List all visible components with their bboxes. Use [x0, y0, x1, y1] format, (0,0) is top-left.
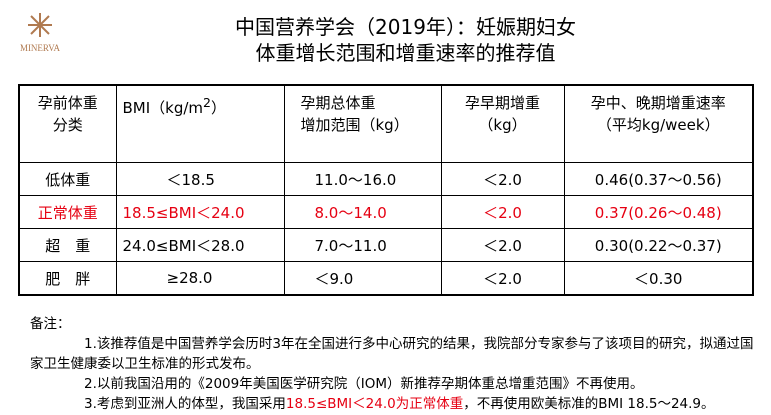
note-text: ，不再使用欧美标准的BMI 18.5～24.9。 — [463, 396, 715, 412]
header-sup: 2 — [203, 95, 211, 110]
table-row: 正常体重 18.5≤BMI＜24.0 8.0～14.0 ＜2.0 0.37(0.26～0… — [18, 195, 754, 229]
table-cell: ＜9.0 — [283, 261, 442, 296]
table-cell: 24.0≤BMI＜28.0 — [115, 228, 285, 262]
note: 3.考虑到亚洲人的体型，我国采用18.5≤BMI＜24.0为正常体重，不再使用欧… — [30, 394, 755, 414]
notes-label: 备注： — [30, 316, 71, 332]
header-cell: BMI（kg/m2） — [115, 84, 285, 163]
header-cell: 孕中、晚期增重速率 （平均kg/week） — [563, 84, 754, 163]
table: 孕前体重分类 BMI（kg/m2） 孕期总体重增加范围（kg） 孕早期增重 （kg… — [18, 84, 754, 296]
header-line: 孕早期增重 — [464, 94, 540, 112]
table-cell: ＜2.0 — [440, 228, 565, 262]
table-cell: 0.37(0.26～0.48) — [563, 195, 754, 229]
table-cell: 7.0～11.0 — [283, 228, 442, 262]
table-cell: ＜0.30 — [563, 261, 754, 296]
table-cell: 11.0～16.0 — [283, 162, 442, 196]
header-line: ） — [210, 99, 226, 117]
table-row: 超 重 24.0≤BMI＜28.0 7.0～11.0 ＜2.0 0.30(0.22～0.… — [18, 228, 754, 262]
header-row: 孕前体重分类 BMI（kg/m2） 孕期总体重增加范围（kg） 孕早期增重 （kg… — [18, 84, 754, 163]
table-cell: ＜2.0 — [440, 162, 565, 196]
header-cell: 孕早期增重 （kg） — [440, 84, 565, 163]
table-cell: 0.46(0.37～0.56) — [563, 162, 754, 196]
title: 中国营养学会（2019年）：妊娠期妇女 体重增长范围和增重速率的推荐值 — [100, 14, 711, 66]
table-cell: ≥28.0 — [115, 261, 285, 296]
header-line: 增加范围（kg） — [300, 116, 409, 134]
note: 2.以前我国沿用的《2009年美国医学研究院（IOM）新推荐孕期体重总增重范围》… — [84, 376, 644, 392]
note-text: 3.考虑到亚洲人的体型，我国采用 — [84, 396, 286, 412]
title-line: 体重增长范围和增重速率的推荐值 — [255, 41, 556, 65]
table-cell: 正常体重 — [18, 195, 117, 229]
table-cell: ＜2.0 — [440, 261, 565, 296]
table-cell: 超 重 — [18, 228, 117, 262]
header-line: 孕期总体重 — [300, 94, 376, 112]
header-line: 分类 — [52, 116, 83, 134]
note: 1.该推荐值是中国营养学会历时3年在全国进行多中心研究的结果，我院部分专家参与了… — [30, 336, 754, 372]
table-cell: 8.0～14.0 — [283, 195, 442, 229]
table-row: 肥 胖 ≥28.0 ＜9.0 ＜2.0 ＜0.30 — [18, 261, 754, 296]
logo: MINERVA — [10, 10, 70, 53]
table-cell: 低体重 — [18, 162, 117, 196]
notes: 备注： 1.该推荐值是中国营养学会历时3年在全国进行多中心研究的结果，我院部分专… — [30, 314, 755, 414]
logo-text: MINERVA — [19, 43, 61, 53]
table-cell: ＜18.5 — [115, 162, 285, 196]
header-line: （平均kg/week） — [596, 116, 720, 134]
header-cell: 孕期总体重增加范围（kg） — [283, 84, 442, 163]
title-line: 中国营养学会（2019年）：妊娠期妇女 — [235, 15, 576, 39]
table-cell: 18.5≤BMI＜24.0 — [115, 195, 285, 229]
header-line: 孕前体重 — [37, 94, 98, 112]
logo-icon — [28, 13, 52, 37]
table-row: 低体重 ＜18.5 11.0～16.0 ＜2.0 0.46(0.37～0.56) — [18, 162, 754, 196]
header-line: BMI（kg/m — [122, 99, 204, 117]
table-cell: 肥 胖 — [18, 261, 117, 296]
header-line: （kg） — [478, 116, 527, 134]
table-cell: ＜2.0 — [440, 195, 565, 229]
header-line: 孕中、晚期增重速率 — [590, 94, 726, 112]
header-cell: 孕前体重 分类 — [18, 84, 117, 163]
note-highlight: 18.5≤BMI＜24.0为正常体重 — [285, 396, 464, 412]
table-cell: 0.30(0.22～0.37) — [563, 228, 754, 262]
